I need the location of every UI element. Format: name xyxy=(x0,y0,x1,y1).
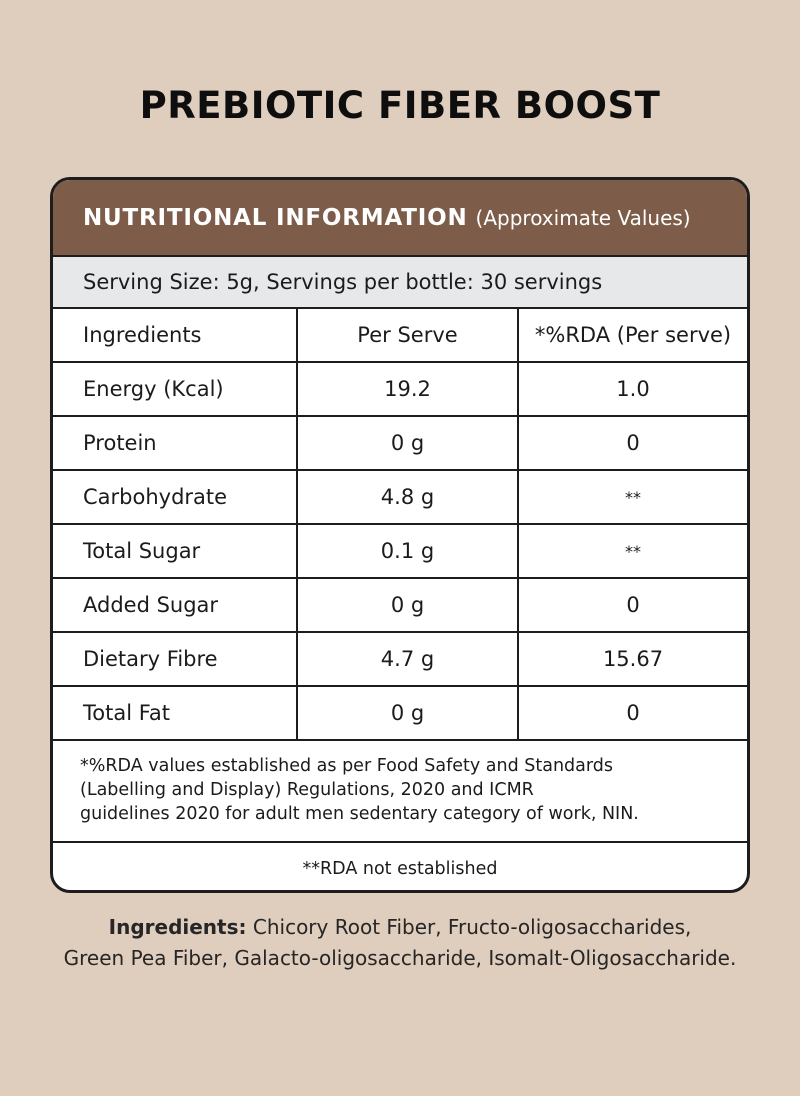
row-name: Total Fat xyxy=(53,686,297,741)
row-name: Dietary Fibre xyxy=(53,632,297,687)
column-header-rda: *%RDA (Per serve) xyxy=(517,309,747,363)
ingredients-label: Ingredients: xyxy=(108,915,247,939)
row-name: Carbohydrate xyxy=(53,470,297,525)
row-per-serve: 0 g xyxy=(296,416,518,471)
nutrition-header-subtitle: (Approximate Values) xyxy=(475,205,691,230)
row-rda: ** xyxy=(517,524,747,579)
table-row: Carbohydrate 4.8 g ** xyxy=(53,470,747,525)
row-rda: 0 xyxy=(517,686,747,741)
nutrition-header-title: NUTRITIONAL INFORMATION xyxy=(83,204,468,231)
row-name: Total Sugar xyxy=(53,524,297,579)
row-per-serve: 0.1 g xyxy=(296,524,518,579)
rda-footnote: *%RDA values established as per Food Saf… xyxy=(53,741,747,843)
product-title: PREBIOTIC FIBER BOOST xyxy=(139,84,661,127)
row-name: Added Sugar xyxy=(53,578,297,633)
row-rda: ** xyxy=(517,470,747,525)
footnote-line: *%RDA values established as per Food Saf… xyxy=(80,756,613,776)
row-name: Energy (Kcal) xyxy=(53,362,297,417)
column-header-ingredients: Ingredients xyxy=(53,309,297,363)
ingredients-text-1: Chicory Root Fiber, Fructo-oligosacchari… xyxy=(246,915,692,939)
row-per-serve: 0 g xyxy=(296,686,518,741)
table-row: Added Sugar 0 g 0 xyxy=(53,578,747,633)
row-rda: 0 xyxy=(517,578,747,633)
table-row: Protein 0 g 0 xyxy=(53,416,747,471)
table-row: Total Sugar 0.1 g ** xyxy=(53,524,747,579)
row-rda: 1.0 xyxy=(517,362,747,417)
rda-not-established-note: **RDA not established xyxy=(302,859,498,879)
nutrition-header: NUTRITIONAL INFORMATION (Approximate Val… xyxy=(53,180,747,257)
column-header-per-serve: Per Serve xyxy=(296,309,518,363)
nutrition-card: NUTRITIONAL INFORMATION (Approximate Val… xyxy=(50,177,750,893)
table-row: Dietary Fibre 4.7 g 15.67 xyxy=(53,632,747,687)
row-name: Protein xyxy=(53,416,297,471)
footnote-line: (Labelling and Display) Regulations, 202… xyxy=(80,780,534,800)
ingredients-line-1: Ingredients: Chicory Root Fiber, Fructo-… xyxy=(0,912,800,943)
table-row: Energy (Kcal) 19.2 1.0 xyxy=(53,362,747,417)
nutrition-table: Ingredients Per Serve *%RDA (Per serve) … xyxy=(53,309,747,741)
row-per-serve: 4.8 g xyxy=(296,470,518,525)
row-per-serve: 19.2 xyxy=(296,362,518,417)
ingredients-text-2: Green Pea Fiber, Galacto-oligosaccharide… xyxy=(63,946,737,970)
footnote-line: guidelines 2020 for adult men sedentary … xyxy=(80,804,639,824)
row-per-serve: 4.7 g xyxy=(296,632,518,687)
table-row: Total Fat 0 g 0 xyxy=(53,686,747,741)
row-per-serve: 0 g xyxy=(296,578,518,633)
row-rda: 0 xyxy=(517,416,747,471)
serving-info: Serving Size: 5g, Servings per bottle: 3… xyxy=(53,257,747,309)
ingredients-list: Ingredients: Chicory Root Fiber, Fructo-… xyxy=(0,912,800,974)
table-header-row: Ingredients Per Serve *%RDA (Per serve) xyxy=(53,309,747,363)
row-rda: 15.67 xyxy=(517,632,747,687)
